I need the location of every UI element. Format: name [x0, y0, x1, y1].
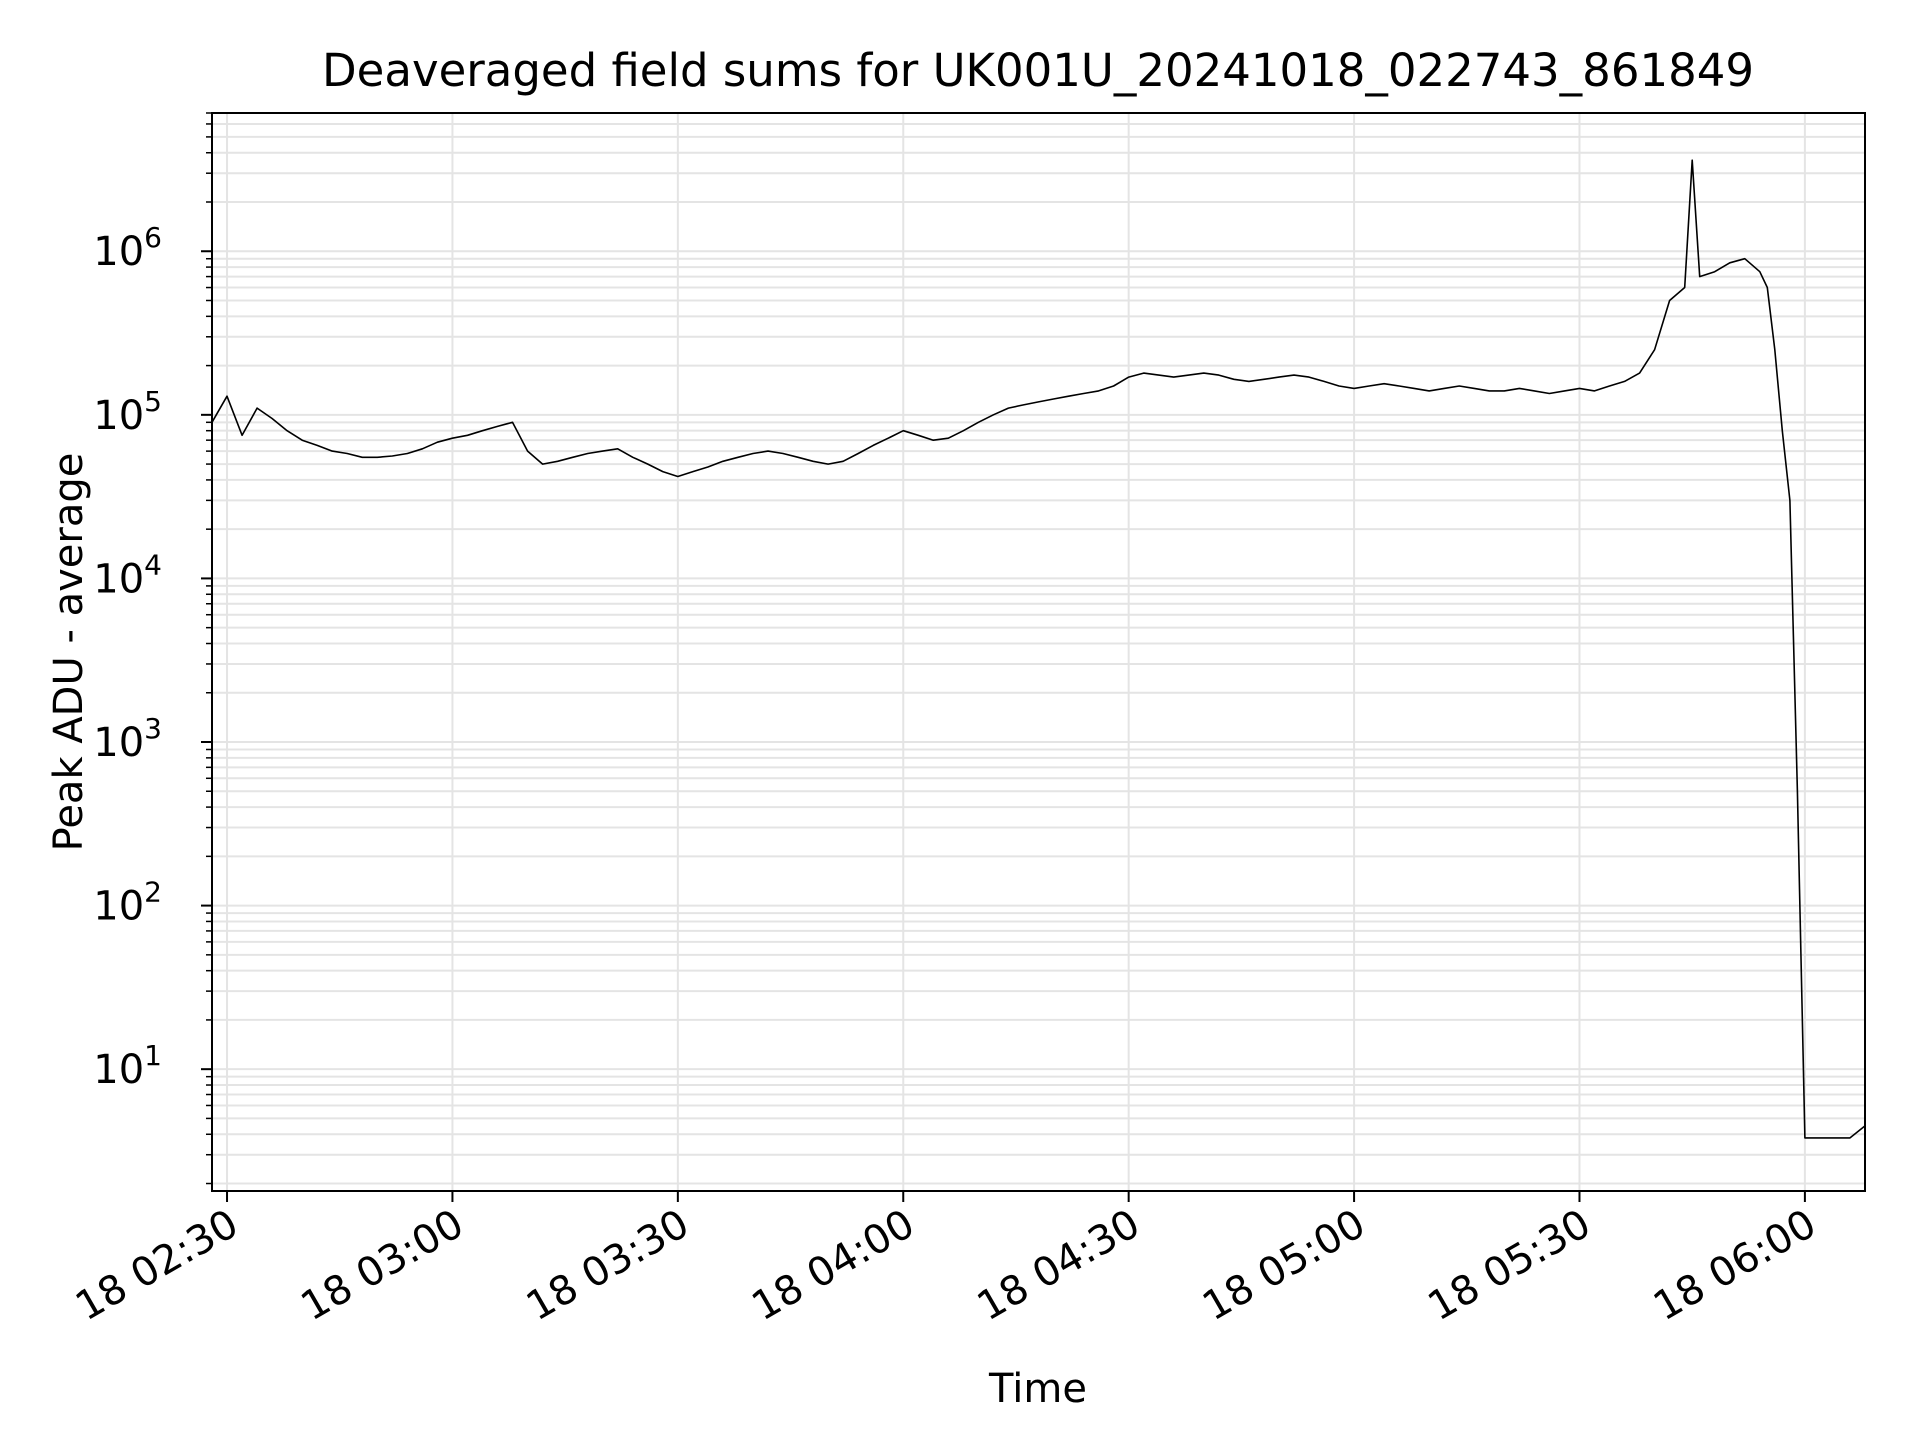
x-tick-label: 18 05:30: [1421, 1201, 1599, 1330]
plot-frame: [211, 112, 1866, 1192]
tick-labels: 101 102 103 104 105 106 18 02:30 18 03:00 18 03:…: [68, 221, 1824, 1330]
chart-title: Deaveraged field sums for UK001U_2024101…: [322, 44, 1754, 97]
y-axis-label: Peak ADU - average: [46, 453, 92, 852]
series-layer: [211, 159, 1866, 1139]
x-tick-label: 18 05:00: [1195, 1201, 1373, 1330]
y-tick-label: 106: [93, 221, 162, 275]
x-tick-label: 18 03:00: [294, 1201, 472, 1330]
y-tick-label: 102: [93, 876, 162, 930]
x-tick-label: 18 02:30: [68, 1201, 246, 1330]
y-tick-label: 101: [93, 1039, 162, 1093]
x-axis-label: Time: [988, 1366, 1087, 1412]
grid-lines: [212, 112, 1865, 1191]
data-series-line: [211, 159, 1866, 1139]
x-tick-label: 18 03:30: [519, 1201, 697, 1330]
y-tick-label: 103: [93, 712, 162, 766]
x-tick-label: 18 06:00: [1646, 1201, 1824, 1330]
x-tick-label: 18 04:00: [744, 1201, 922, 1330]
y-tick-label: 105: [93, 385, 162, 439]
y-tick-label: 104: [93, 548, 162, 602]
x-tick-label: 18 04:30: [970, 1201, 1148, 1330]
tick-marks: [201, 112, 1806, 1202]
